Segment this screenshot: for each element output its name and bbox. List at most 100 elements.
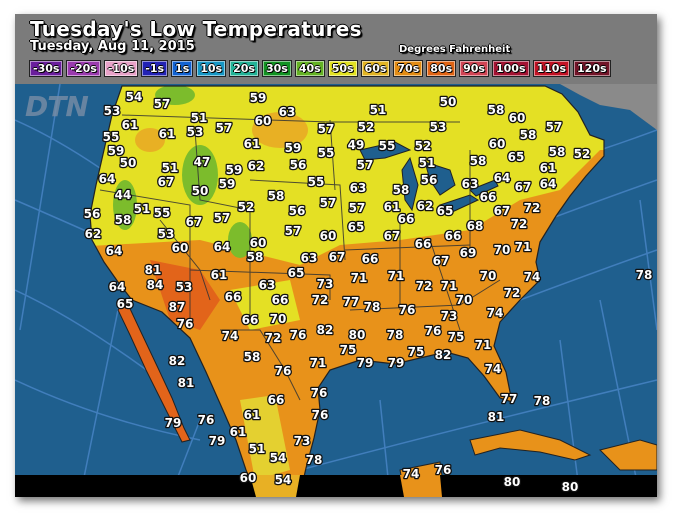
temperature-label: 74 — [222, 329, 239, 343]
temperature-label: 69 — [460, 246, 477, 260]
temperature-label: 55 — [103, 130, 120, 144]
dtn-logo: DTN — [25, 90, 89, 123]
legend-swatch: -20s — [66, 60, 101, 77]
temperature-label: 60 — [172, 241, 189, 255]
temperature-label: 60 — [489, 137, 506, 151]
temperature-label: 76 — [311, 386, 328, 400]
temperature-label: 84 — [147, 278, 164, 292]
temperature-label: 72 — [312, 293, 329, 307]
temperature-label: 64 — [106, 244, 123, 258]
temperature-label: 57 — [318, 122, 335, 136]
temperature-label: 76 — [275, 364, 292, 378]
temperature-label: 57 — [216, 121, 233, 135]
temperature-label: 61 — [540, 161, 557, 175]
temperature-label: 79 — [165, 416, 182, 430]
temperature-label: 75 — [408, 345, 425, 359]
temperature-label: 81 — [145, 263, 162, 277]
temperature-label: 79 — [357, 356, 374, 370]
temperature-label: 79 — [209, 434, 226, 448]
temperature-label: 57 — [320, 196, 337, 210]
temperature-label: 57 — [349, 201, 366, 215]
temperature-label: 67 — [433, 254, 450, 268]
temperature-label: 74 — [403, 467, 420, 481]
temperature-label: 62 — [248, 159, 265, 173]
temperature-label: 66 — [415, 237, 432, 251]
temperature-label: 73 — [441, 309, 458, 323]
temperature-label: 75 — [340, 343, 357, 357]
temperature-label: 87 — [169, 300, 186, 314]
temperature-label: 58 — [244, 350, 261, 364]
mexico-lower — [250, 475, 300, 497]
temperature-label: 52 — [238, 200, 255, 214]
temperature-label: 65 — [348, 220, 365, 234]
temperature-label: 51 — [162, 161, 179, 175]
temperature-label: 52 — [574, 147, 591, 161]
temperature-label: 60 — [255, 114, 272, 128]
temperature-label: 57 — [214, 211, 231, 225]
temperature-label: 59 — [250, 91, 267, 105]
temperature-label: 56 — [290, 158, 307, 172]
temperature-label: 67 — [158, 175, 175, 189]
temperature-label: 67 — [494, 204, 511, 218]
temperature-label: 47 — [194, 155, 211, 169]
temperature-label: 61 — [122, 118, 139, 132]
temperature-label: 74 — [524, 270, 541, 284]
units-label: Degrees Fahrenheit — [399, 44, 511, 55]
bottom-bar — [15, 475, 657, 497]
temperature-label: 55 — [379, 139, 396, 153]
temperature-label: 67 — [515, 180, 532, 194]
temperature-label: 70 — [456, 293, 473, 307]
temperature-label: 63 — [301, 251, 318, 265]
temperature-label: 53 — [158, 227, 175, 241]
temperature-label: 63 — [462, 177, 479, 191]
temperature-label: 65 — [437, 204, 454, 218]
weather-map-frame: 54 57 59 63 51 50 58 60 57 53 61 61 53 51 57 60 52 53 58 55… — [15, 14, 657, 497]
temperature-label: 76 — [399, 303, 416, 317]
temperature-label: 74 — [487, 306, 504, 320]
temperature-label: 63 — [350, 181, 367, 195]
temperature-label: 53 — [187, 125, 204, 139]
temperature-label: 67 — [329, 250, 346, 264]
legend-swatch: 90s — [459, 60, 489, 77]
legend-swatch: -1s — [141, 60, 169, 77]
temperature-label: 52 — [358, 120, 375, 134]
temperature-label: 56 — [289, 204, 306, 218]
temperature-label: 54 — [126, 90, 143, 104]
temperature-label: 70 — [494, 243, 511, 257]
yucatan-lower — [400, 475, 442, 497]
legend-swatch: 70s — [393, 60, 424, 77]
temperature-label: 72 — [511, 217, 528, 231]
temperature-label: 50 — [120, 156, 137, 170]
temperature-label: 58 — [488, 103, 505, 117]
temperature-label: 55 — [318, 146, 335, 160]
legend-swatch: 100s — [491, 60, 530, 77]
temperature-label: 64 — [540, 177, 557, 191]
temperature-label: 57 — [357, 158, 374, 172]
canada-landmass — [560, 84, 657, 130]
temperature-label: 64 — [214, 240, 231, 254]
temperature-label: 62 — [417, 199, 434, 213]
temperature-label: 54 — [270, 451, 287, 465]
temperature-label: 64 — [109, 280, 126, 294]
temperature-label: 82 — [317, 323, 334, 337]
temperature-label: 66 — [242, 313, 259, 327]
legend-swatch: 10s — [196, 60, 227, 77]
temperature-label: 76 — [198, 413, 215, 427]
temperature-label: 59 — [285, 141, 302, 155]
temperature-label: 57 — [154, 97, 171, 111]
temperature-label: 76 — [290, 328, 307, 342]
temperature-label: 58 — [549, 145, 566, 159]
legend-swatch: 80s — [426, 60, 457, 77]
temperature-label: 61 — [384, 200, 401, 214]
temperature-label: 66 — [272, 293, 289, 307]
temperature-label: 82 — [435, 348, 452, 362]
temperature-label: 66 — [398, 212, 415, 226]
temperature-label: 71 — [441, 279, 458, 293]
temperature-label: 58 — [520, 128, 537, 142]
great-lakes — [359, 141, 499, 214]
temperature-label: 80 — [504, 475, 521, 489]
temperature-label: 81 — [488, 410, 505, 424]
state-borders — [99, 114, 501, 401]
temperature-label: 56 — [84, 207, 101, 221]
temperature-label: 65 — [288, 266, 305, 280]
